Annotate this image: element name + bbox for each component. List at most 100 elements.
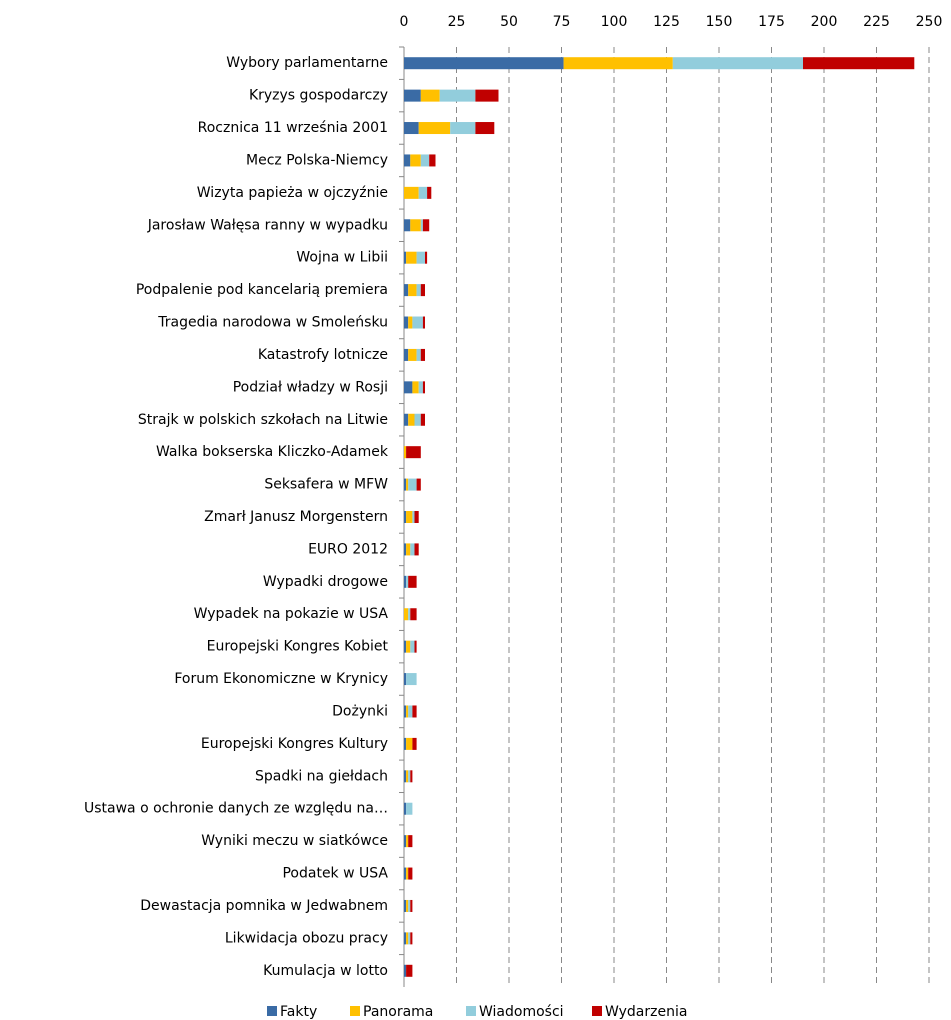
bar-segment: [406, 575, 409, 588]
y-tick-label: Mecz Polska-Niemcy: [246, 152, 388, 168]
bar-segment: [414, 413, 421, 426]
bar-segment: [404, 640, 407, 653]
y-tick-label: Wypadki drogowe: [263, 574, 388, 590]
bar-segment: [406, 251, 417, 264]
bar-segment: [406, 640, 411, 653]
legend-swatch: [350, 1006, 360, 1016]
bar-segment: [404, 673, 407, 686]
x-tick-label: 250: [916, 14, 943, 30]
y-tick-label: Podpalenie pod kancelarią premiera: [136, 282, 388, 298]
bar-segment: [406, 543, 411, 556]
y-tick-label: Likwidacja obozu pracy: [225, 930, 388, 946]
x-tick-label: 0: [400, 14, 409, 30]
bar-segment: [420, 219, 423, 232]
bar-segment: [406, 802, 413, 815]
x-tick-label: 150: [706, 14, 733, 30]
bar-segment: [404, 478, 407, 491]
bar-segment: [404, 932, 407, 945]
y-tick-label: Katastrofy lotnicze: [258, 347, 388, 363]
y-tick-label: Jarosław Wałęsa ranny w wypadku: [147, 217, 388, 233]
bar-segment: [410, 770, 413, 783]
legend-swatch: [466, 1006, 476, 1016]
bar-segment: [410, 640, 415, 653]
bar-segment: [406, 770, 409, 783]
legend-label: Panorama: [363, 1004, 433, 1020]
bar-segment: [404, 186, 419, 199]
bar-segment: [427, 186, 432, 199]
bar-segment: [418, 122, 451, 135]
bar-segment: [412, 511, 415, 523]
bar-segment: [404, 543, 407, 556]
x-tick-label: 75: [553, 14, 571, 30]
bar-segment: [406, 867, 409, 880]
bar-segment: [420, 348, 425, 361]
bar-segment: [406, 705, 409, 718]
bar-segment: [408, 478, 417, 491]
legend-label: Fakty: [280, 1004, 317, 1020]
y-tick-label: Wyniki meczu w siatkówce: [201, 833, 388, 849]
y-tick-label: Kryzys gospodarczy: [249, 88, 388, 104]
bar-segment: [416, 348, 421, 361]
bar-segment: [408, 867, 413, 880]
y-tick-label: Wojna w Libii: [296, 250, 388, 266]
bar-segment: [439, 89, 476, 102]
bar-segment: [420, 284, 425, 297]
bar-segment: [404, 219, 411, 232]
bar-segment: [418, 186, 428, 199]
y-tick-label: EURO 2012: [308, 541, 388, 557]
bar-segment: [408, 705, 413, 718]
bar-segment: [475, 122, 495, 135]
bar-segment: [422, 316, 425, 329]
bar-segment: [406, 899, 409, 912]
bar-segment: [408, 284, 417, 297]
y-tick-label: Wizyta papieża w ojczyźnie: [197, 185, 388, 201]
bar-segment: [408, 770, 411, 783]
bar-segment: [404, 737, 407, 750]
y-tick-label: Europejski Kongres Kobiet: [207, 639, 389, 655]
y-tick-label: Forum Ekonomiczne w Krynicy: [174, 671, 388, 687]
bar-segment: [412, 381, 419, 394]
bar-segment: [404, 867, 407, 880]
bar-segment: [408, 316, 413, 329]
y-tick-label: Wypadek na pokazie w USA: [194, 606, 389, 622]
bar-segment: [404, 284, 409, 297]
y-tick-label: Podatek w USA: [282, 866, 388, 882]
bar-segment: [803, 57, 915, 70]
bar-segment: [404, 608, 409, 621]
bar-segment: [404, 446, 407, 459]
y-tick-label: Spadki na giełdach: [255, 768, 388, 784]
bar-segment: [412, 737, 417, 750]
bar-segment: [408, 608, 411, 621]
bar-segment: [408, 899, 411, 912]
bar-segment: [404, 575, 407, 588]
y-tick-label: Rocznica 11 września 2001: [198, 120, 388, 136]
bar-segment: [422, 219, 430, 232]
bar-segment: [404, 770, 407, 783]
bar-segment: [408, 348, 417, 361]
y-tick-label: Strajk w polskich szkołach na Litwie: [138, 412, 388, 428]
bar-segment: [420, 413, 425, 426]
bar-segment: [404, 381, 413, 394]
y-tick-label: Europejski Kongres Kultury: [201, 736, 388, 752]
legend-label: Wiadomości: [479, 1004, 564, 1020]
bar-segment: [408, 413, 415, 426]
bar-segment: [422, 381, 425, 394]
x-tick-label: 50: [500, 14, 518, 30]
bar-segment: [404, 154, 411, 167]
bar-segment: [408, 932, 411, 945]
y-tick-label: Ustawa o ochronie danych ze względu na…: [84, 801, 388, 817]
bar-segment: [406, 446, 421, 459]
legend-swatch: [592, 1006, 602, 1016]
y-tick-label: Seksafera w MFW: [264, 477, 388, 493]
y-tick-label: Zmarł Janusz Morgenstern: [204, 509, 388, 525]
bar-segment: [425, 251, 428, 264]
bar-segment: [672, 57, 803, 70]
bar-segment: [429, 154, 436, 167]
x-tick-label: 25: [448, 14, 466, 30]
y-tick-label: Wybory parlamentarne: [226, 55, 388, 71]
y-tick-label: Dożynki: [332, 703, 388, 719]
bar-segment: [416, 284, 421, 297]
bar-segment: [414, 511, 419, 523]
bar-segment: [406, 478, 409, 491]
x-tick-label: 125: [653, 14, 680, 30]
